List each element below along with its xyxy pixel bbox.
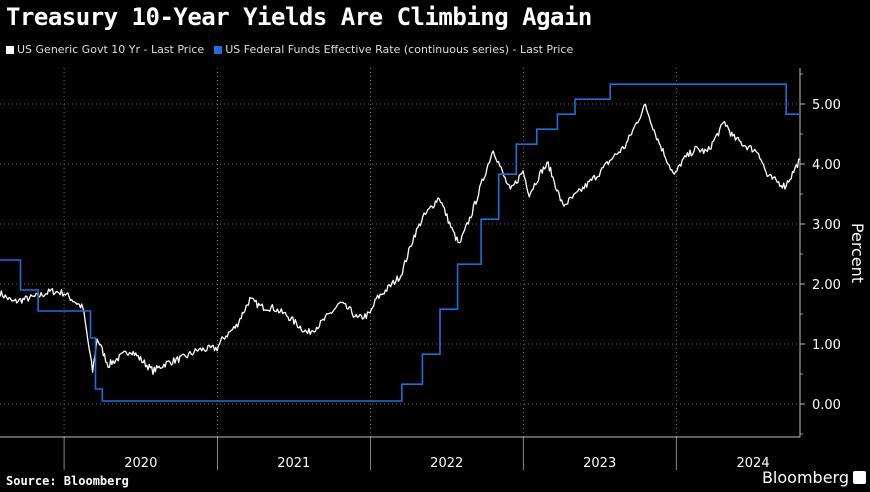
legend-label-10yr: US Generic Govt 10 Yr - Last Price <box>17 43 205 56</box>
y-tick-label: 4.00 <box>812 158 841 173</box>
x-tick-label: 2023 <box>583 456 616 471</box>
source-note: Source: Bloomberg <box>6 474 129 488</box>
legend-swatch-10yr <box>6 45 14 54</box>
legend-item-10yr: US Generic Govt 10 Yr - Last Price <box>6 43 204 56</box>
y-axis-title: Percent <box>848 223 867 283</box>
legend-item-fed-funds: US Federal Funds Effective Rate (continu… <box>214 43 573 56</box>
x-tick-label: 2020 <box>124 456 157 471</box>
bloomberg-logo: Bloomberg <box>762 468 866 487</box>
x-tick-label: 2022 <box>430 456 463 471</box>
series-line-10yr <box>0 103 801 376</box>
legend: US Generic Govt 10 Yr - Last Price US Fe… <box>6 43 583 56</box>
y-tick-label: 0.00 <box>812 398 841 413</box>
series-line-fed-funds <box>0 83 800 402</box>
legend-swatch-fed-funds <box>214 45 223 54</box>
y-tick-label: 3.00 <box>812 218 841 233</box>
chart-title: Treasury 10-Year Yields Are Climbing Aga… <box>6 3 592 31</box>
x-tick-label: 2021 <box>277 456 310 471</box>
brand-text: Bloomberg <box>761 468 849 487</box>
legend-label-fed-funds: US Federal Funds Effective Rate (continu… <box>225 43 574 56</box>
x-tick-label: 2024 <box>737 456 770 471</box>
y-tick-label: 2.00 <box>812 278 841 293</box>
y-tick-label: 5.00 <box>812 98 841 113</box>
y-tick-label: 1.00 <box>812 338 841 353</box>
bloomberg-mark-icon <box>853 471 866 484</box>
